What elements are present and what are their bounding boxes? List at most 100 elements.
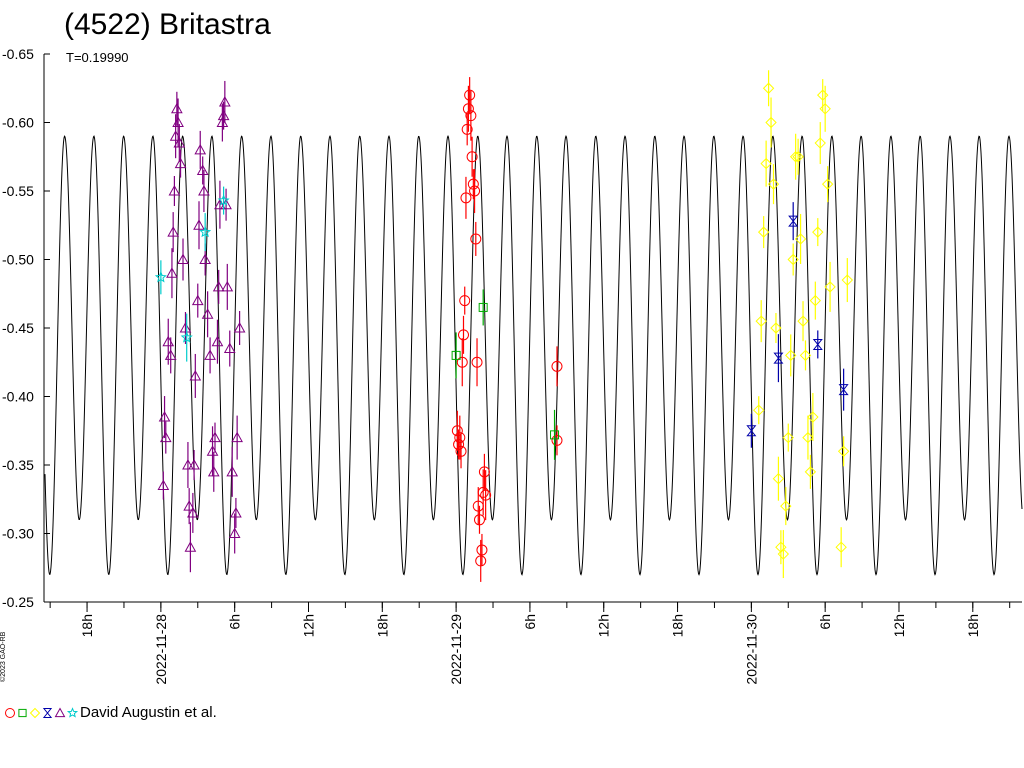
data-point-diamond bbox=[780, 500, 792, 512]
data-point-triangle bbox=[209, 431, 221, 443]
data-point-circle bbox=[467, 178, 479, 190]
data-point-triangle bbox=[214, 198, 226, 210]
y-tick-label: -0.50 bbox=[2, 252, 34, 268]
data-point-diamond bbox=[802, 431, 814, 444]
legend-triangle-icon bbox=[54, 707, 66, 718]
data-point-circle bbox=[551, 434, 563, 446]
data-point-star bbox=[154, 271, 167, 283]
data-point-circle bbox=[551, 360, 563, 372]
data-point-triangle bbox=[212, 280, 225, 292]
data-point-star bbox=[199, 225, 212, 238]
data-point-triangle bbox=[179, 321, 192, 333]
data-point-diamond bbox=[819, 103, 831, 115]
data-point-triangle bbox=[226, 465, 239, 477]
series-square bbox=[451, 289, 560, 460]
x-tick-label: 6h bbox=[522, 614, 538, 630]
data-point-circle bbox=[470, 233, 482, 245]
legend-square-icon bbox=[18, 708, 27, 718]
data-point-triangle bbox=[172, 116, 184, 127]
data-point-square bbox=[478, 302, 488, 312]
data-point-triangle bbox=[183, 500, 196, 511]
y-tick-label: -0.35 bbox=[2, 457, 34, 473]
y-tick-label: -0.40 bbox=[2, 389, 34, 405]
data-point-triangle bbox=[233, 321, 246, 333]
series-triangle bbox=[157, 80, 246, 573]
x-tick-label: 18h bbox=[79, 614, 95, 637]
data-point-hourglass bbox=[788, 215, 799, 227]
data-point-triangle bbox=[204, 349, 216, 360]
data-point-circle bbox=[475, 555, 487, 567]
data-point-circle bbox=[462, 103, 474, 115]
data-point-triangle bbox=[218, 95, 231, 107]
data-point-triangle bbox=[171, 102, 183, 114]
data-point-circle bbox=[456, 356, 468, 368]
data-point-triangle bbox=[217, 109, 230, 121]
data-point-diamond bbox=[789, 151, 802, 163]
series-circle bbox=[451, 77, 563, 582]
legend-hourglass-icon bbox=[42, 708, 53, 718]
period-label: T=0.19990 bbox=[66, 50, 129, 65]
data-point-diamond bbox=[753, 404, 765, 416]
data-point-diamond bbox=[772, 472, 785, 485]
data-point-circle bbox=[480, 489, 492, 501]
data-point-triangle bbox=[177, 253, 189, 264]
data-point-star bbox=[217, 194, 230, 206]
data-point-triangle bbox=[173, 137, 186, 148]
y-tick-label: -0.55 bbox=[2, 183, 34, 199]
legend-circle-icon bbox=[5, 708, 15, 718]
data-point-triangle bbox=[194, 143, 207, 155]
legend-star-icon bbox=[66, 707, 79, 718]
data-points-layer bbox=[154, 70, 854, 582]
x-tick-label: 18h bbox=[374, 614, 390, 637]
x-tick-label: 2022-11-30 bbox=[743, 614, 759, 685]
data-point-triangle bbox=[191, 294, 204, 306]
series-diamond bbox=[753, 70, 854, 579]
model-curve-layer bbox=[44, 135, 1023, 576]
data-point-triangle bbox=[174, 157, 187, 169]
legend-label: David Augustin et al. bbox=[80, 704, 217, 721]
y-tick-label: -0.30 bbox=[2, 526, 34, 542]
data-point-diamond bbox=[797, 315, 809, 327]
y-tick-label: -0.25 bbox=[2, 594, 34, 610]
data-point-triangle bbox=[199, 253, 212, 264]
data-point-triangle bbox=[230, 506, 242, 518]
y-tick-label: -0.45 bbox=[2, 320, 34, 336]
data-point-diamond bbox=[794, 233, 807, 245]
data-point-diamond bbox=[837, 445, 850, 458]
x-tick-label: 12h bbox=[891, 614, 907, 637]
data-point-triangle bbox=[166, 267, 178, 278]
series-star bbox=[154, 186, 230, 362]
data-point-circle bbox=[471, 356, 483, 368]
x-tick-label: 2022-11-28 bbox=[153, 614, 169, 685]
data-point-circle bbox=[454, 432, 466, 444]
data-point-diamond bbox=[817, 89, 829, 101]
data-point-diamond bbox=[804, 466, 817, 478]
data-point-circle bbox=[457, 329, 469, 341]
data-point-triangle bbox=[201, 308, 214, 319]
data-point-circle bbox=[465, 110, 477, 122]
data-point-diamond bbox=[821, 178, 834, 190]
data-point-circle bbox=[451, 425, 463, 437]
data-point-circle bbox=[469, 185, 481, 197]
data-point-triangle bbox=[168, 184, 181, 196]
data-point-hourglass bbox=[838, 384, 849, 396]
data-point-hourglass bbox=[746, 425, 757, 437]
data-point-triangle bbox=[193, 219, 205, 230]
model-curve-line bbox=[44, 135, 1023, 576]
x-tick-label: 2022-11-29 bbox=[448, 614, 464, 685]
data-point-diamond bbox=[755, 315, 767, 327]
data-point-diamond bbox=[760, 157, 772, 170]
data-point-hourglass bbox=[773, 352, 784, 364]
x-tick-label: 18h bbox=[965, 614, 981, 637]
data-point-circle bbox=[461, 123, 473, 135]
data-point-circle bbox=[464, 89, 476, 101]
data-point-circle bbox=[466, 151, 478, 163]
data-point-diamond bbox=[762, 82, 775, 94]
legend-diamond-icon bbox=[29, 707, 41, 719]
data-point-diamond bbox=[814, 137, 826, 149]
data-point-diamond bbox=[824, 281, 836, 293]
data-point-triangle bbox=[189, 369, 202, 381]
lightcurve-chart: -0.25 -0.30 -0.35 -0.40 -0.45 -0.50 -0.55 -0.60… bbox=[2, 46, 1023, 685]
data-point-triangle bbox=[182, 458, 194, 470]
x-tick-label: 18h bbox=[670, 614, 686, 637]
